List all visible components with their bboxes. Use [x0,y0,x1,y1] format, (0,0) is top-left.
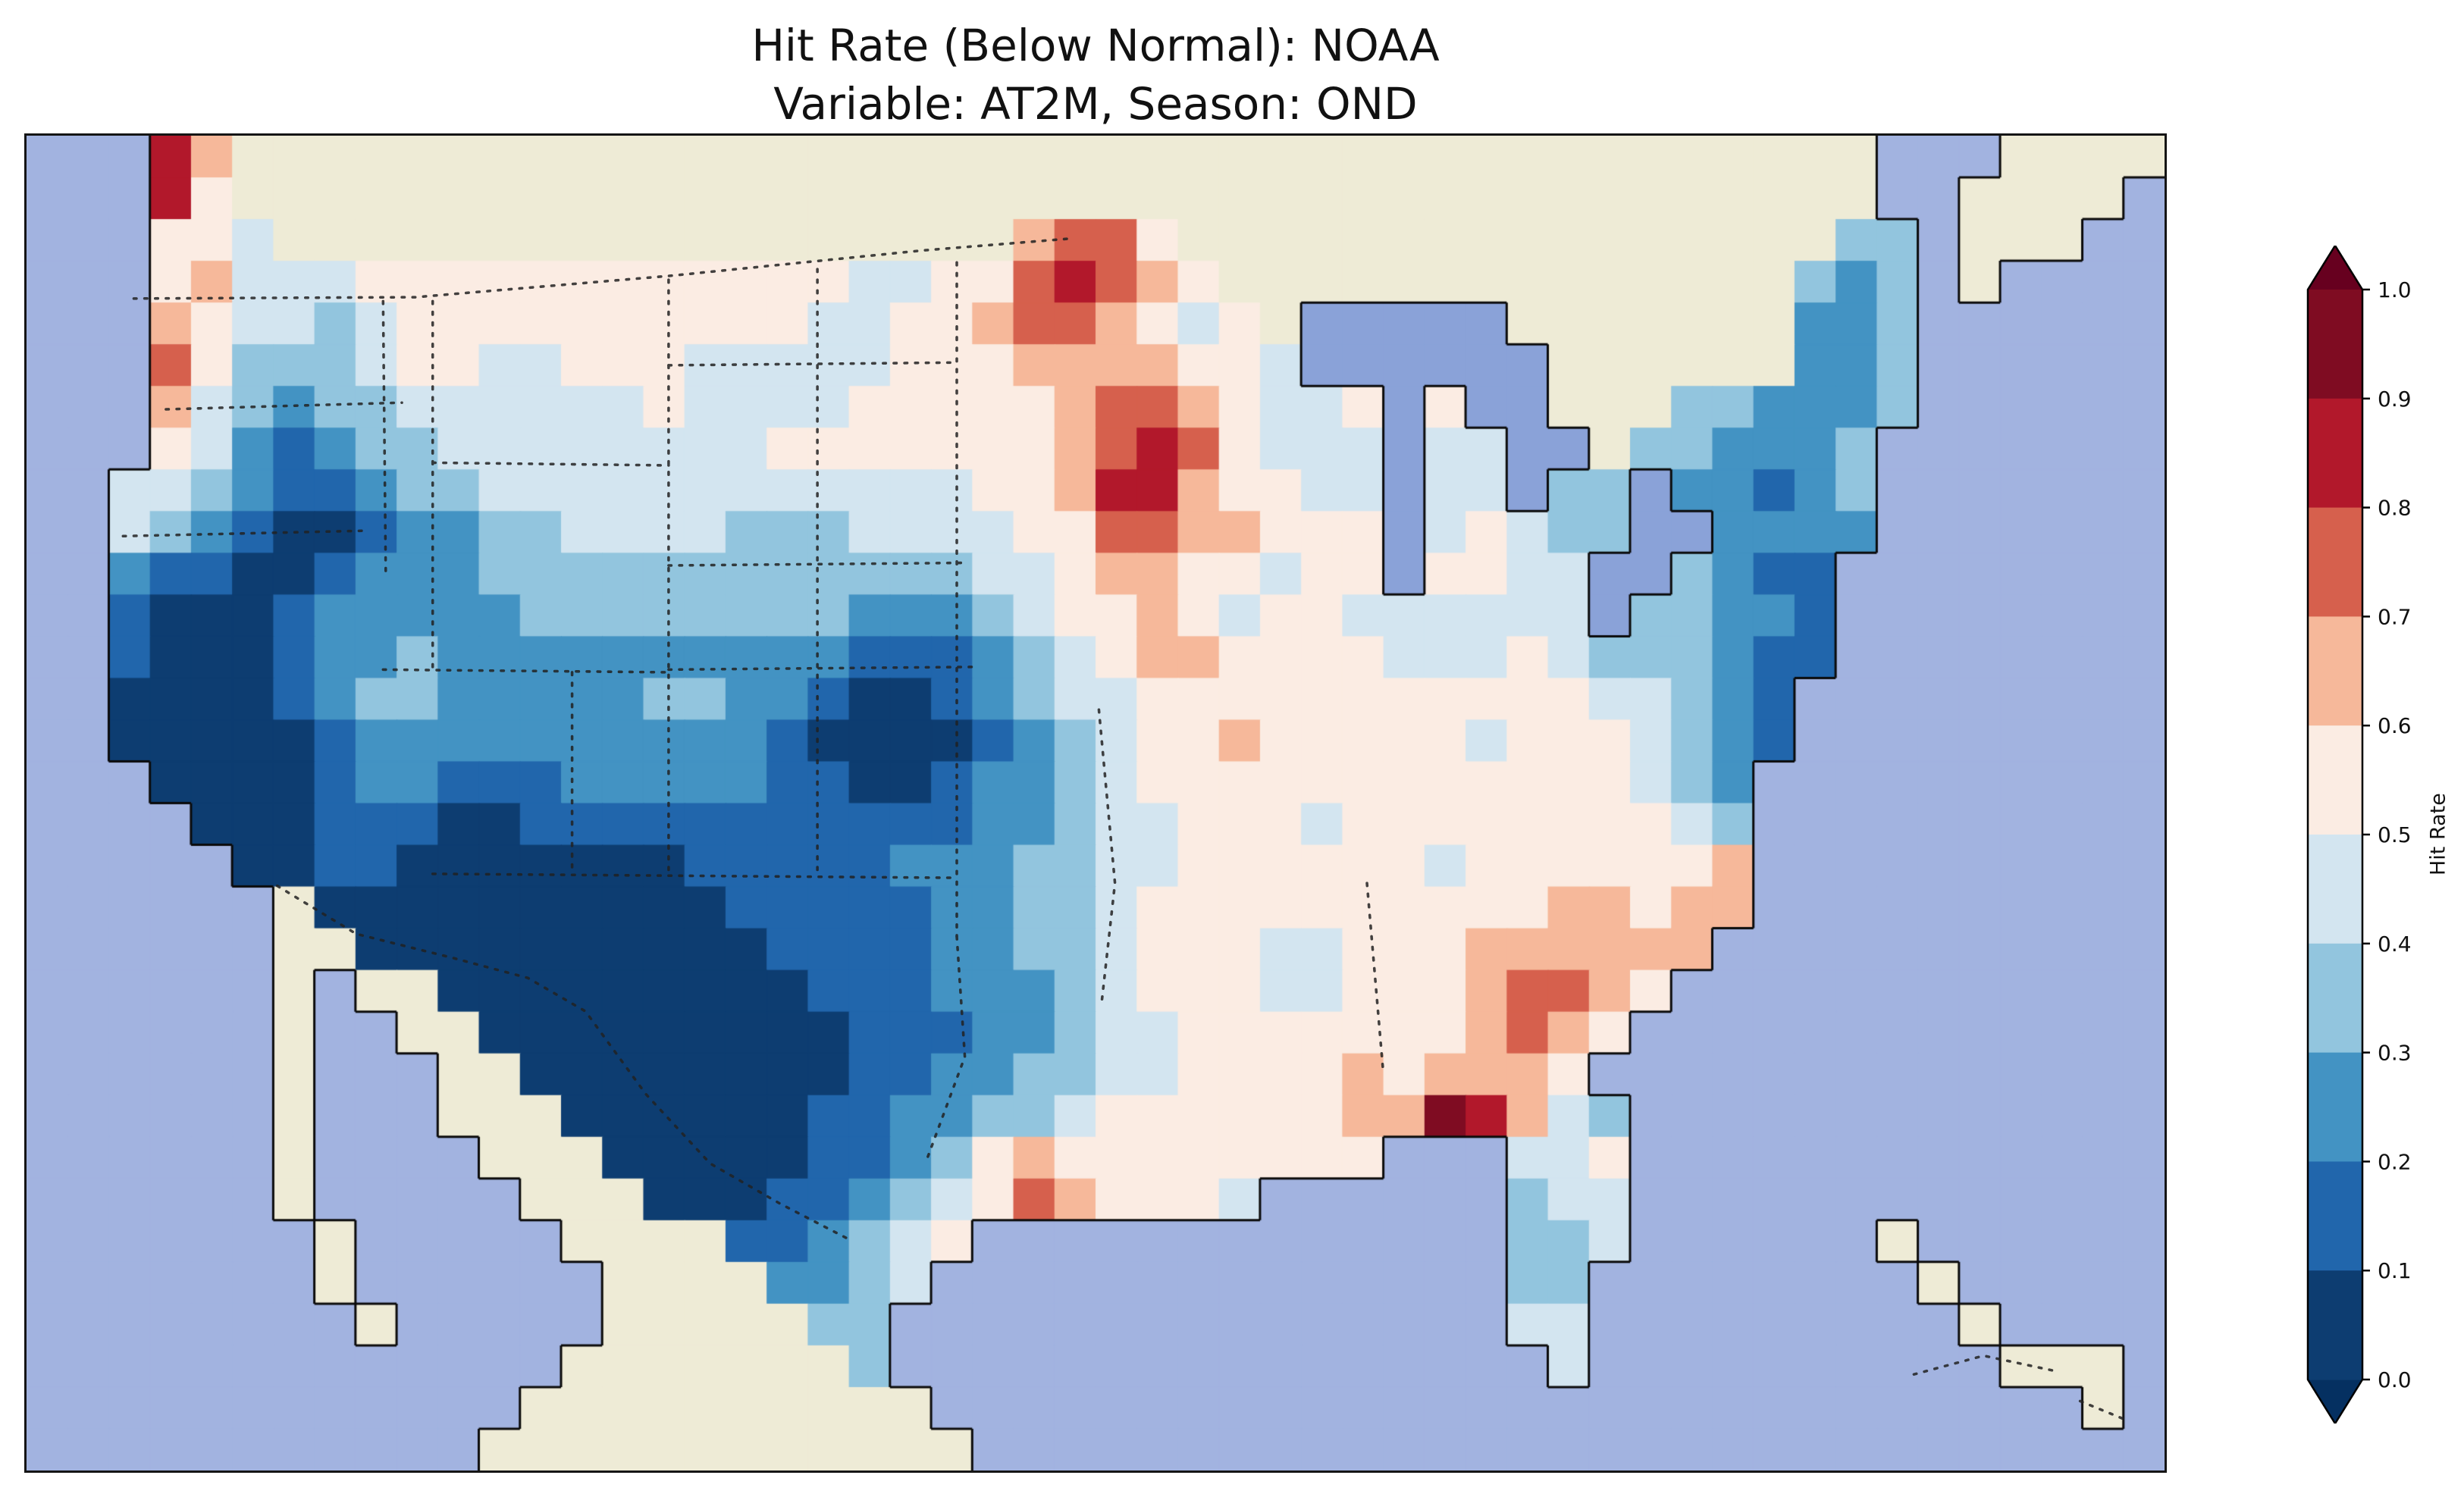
colorbar-axis-label: Hit Rate [2426,793,2450,876]
colorbar-svg: 1.0 0.9 0.8 0.7 0.6 0.5 0.4 0.3 0.2 0.1 0.0 [2306,246,2412,1424]
map-panel [24,133,2167,1473]
colorbar: 1.0 0.9 0.8 0.7 0.6 0.5 0.4 0.3 0.2 0.1 0.0 [2297,246,2464,1424]
colorbar-tick-label: 1.0 [2378,277,2412,302]
colorbar-over-arrow [2308,246,2362,290]
colorbar-tick-label: 0.2 [2378,1149,2412,1174]
colorbar-band [2308,835,2362,944]
colorbar-band [2308,1270,2362,1380]
colorbar-band [2308,943,2362,1054]
colorbar-tick-label: 0.5 [2378,822,2412,847]
colorbar-tick-label: 0.8 [2378,496,2412,521]
colorbar-band [2308,290,2362,399]
colorbar-tick-label: 0.9 [2378,387,2412,412]
colorbar-band [2308,1052,2362,1162]
colorbar-under-arrow [2308,1380,2362,1424]
chart-title-block: Hit Rate (Below Normal): NOAA Variable: … [24,17,2167,133]
chart-title: Hit Rate (Below Normal): NOAA [751,20,1440,71]
colorbar-band [2308,507,2362,617]
colorbar-tick-label: 0.4 [2378,932,2412,957]
colorbar-tick-label: 0.3 [2378,1041,2412,1066]
colorbar-tick-label: 0.6 [2378,713,2412,738]
colorbar-band [2308,1161,2362,1271]
colorbar-tick-label: 0.7 [2378,604,2412,629]
colorbar-band [2308,725,2362,835]
colorbar-band [2308,616,2362,726]
colorbar-band [2308,398,2362,509]
colorbar-tick-label: 0.1 [2378,1258,2412,1283]
colorbar-tick-label: 0.0 [2378,1367,2412,1392]
chart-subtitle: Variable: AT2M, Season: OND [773,77,1418,130]
heatmap-canvas [27,136,2165,1471]
